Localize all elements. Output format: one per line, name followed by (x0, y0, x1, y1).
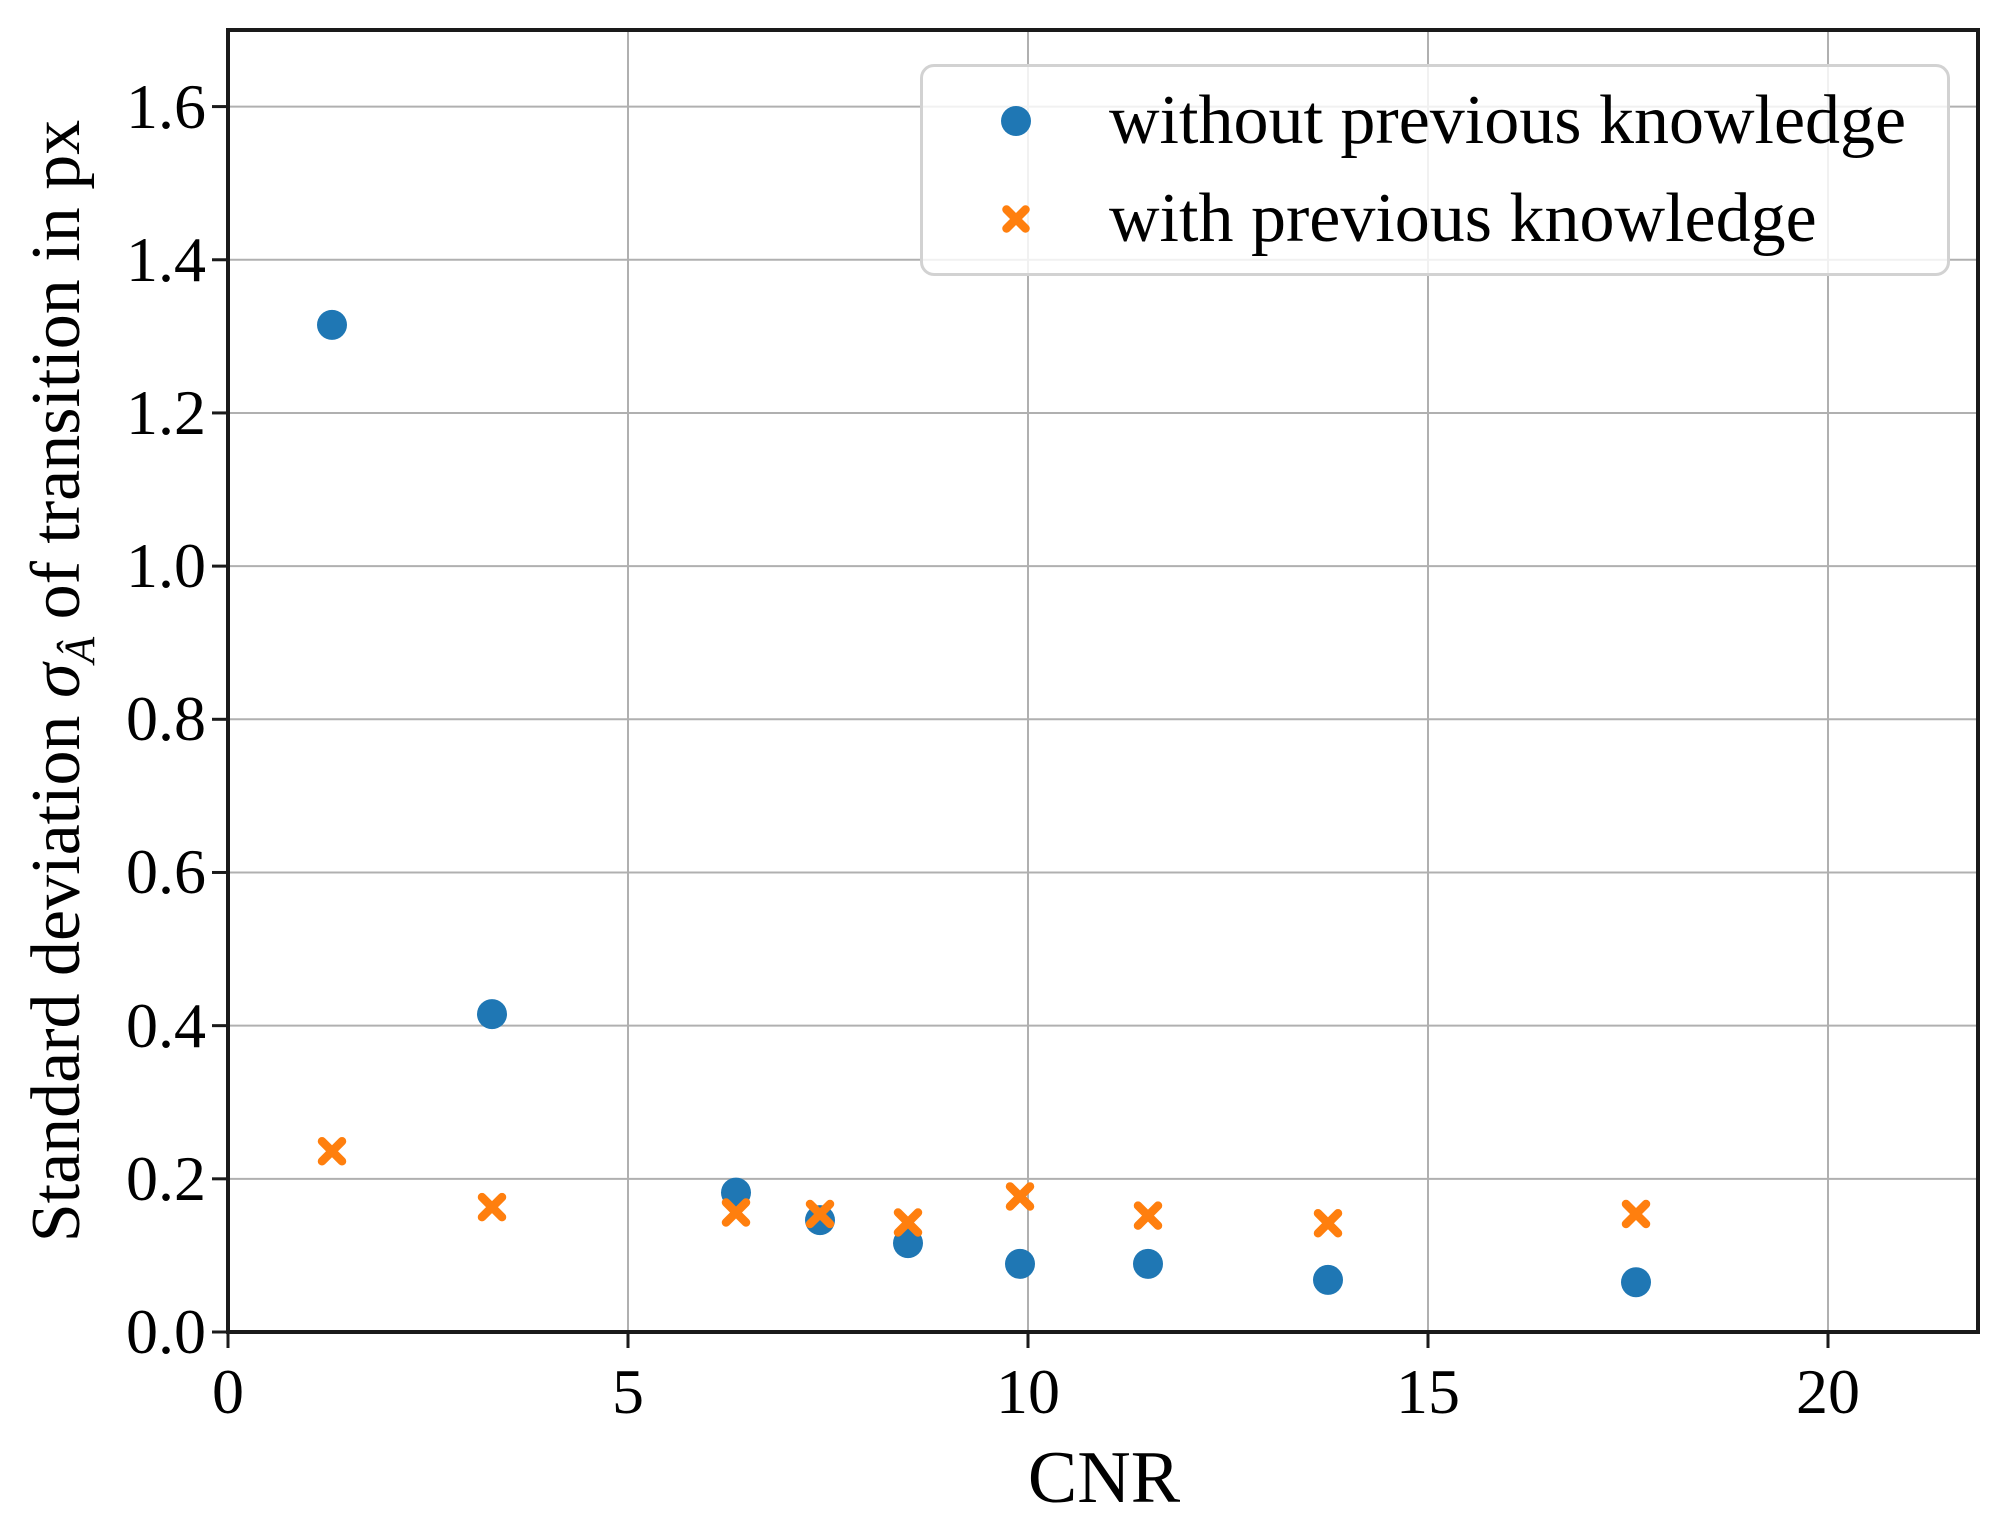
plot-border (226, 28, 1980, 1334)
data-point-circle (1133, 1248, 1163, 1279)
data-point-circle (317, 309, 347, 340)
x-tick-label: 15 (1396, 1356, 1460, 1427)
sigma-symbol: σ (18, 663, 95, 698)
x-tick-label: 10 (996, 1356, 1060, 1427)
data-point-x (1621, 1199, 1651, 1229)
x-tick-label: 0 (212, 1356, 244, 1427)
y-tick-label: 0.2 (126, 1142, 206, 1214)
x-tick-label: 20 (1796, 1356, 1860, 1427)
y-tick-label: 0.8 (126, 683, 206, 755)
y-tick-label: 0.6 (126, 836, 206, 908)
data-point-circle (1005, 1248, 1035, 1279)
data-point-x (1133, 1201, 1163, 1230)
y-tick-label: 1.6 (126, 70, 206, 142)
x-tick-label: 5 (612, 1356, 644, 1427)
y-tick-label: 1.4 (126, 223, 206, 295)
circle-marker-icon (923, 106, 1109, 136)
sigma-subscript: Â (56, 636, 104, 664)
data-point-x (1313, 1208, 1343, 1238)
legend-item-with-previous-knowledge: with previous knowledge (923, 170, 1947, 268)
y-axis-label-prefix: Standard deviation (18, 697, 95, 1243)
y-tick-label: 1.2 (126, 376, 206, 448)
y-axis-label: Standard deviation σÂ of transition in p… (17, 119, 104, 1243)
data-point-x (721, 1198, 751, 1227)
y-tick-label: 0.4 (126, 989, 206, 1061)
legend-label: without previous knowledge (1109, 82, 1907, 159)
series-circles (317, 309, 1651, 1298)
tick-marks (212, 105, 1830, 1348)
data-point-x (805, 1199, 835, 1229)
legend-item-without-previous-knowledge: without previous knowledge (923, 72, 1947, 170)
x-axis-label: CNR (1027, 1437, 1181, 1519)
data-point-x (893, 1208, 923, 1237)
data-point-x (1005, 1182, 1035, 1211)
series-crosses (317, 1137, 1651, 1238)
y-axis-label-suffix: of transition in px (18, 119, 95, 637)
data-point-x (317, 1137, 347, 1166)
legend: without previous knowledge with previous… (920, 64, 1950, 276)
legend-label: with previous knowledge (1109, 180, 1817, 257)
data-point-circle (477, 999, 507, 1030)
data-point-circle (1621, 1267, 1651, 1298)
data-point-x (477, 1192, 507, 1222)
data-point-circle (1313, 1264, 1343, 1295)
data-point-circle (805, 1205, 835, 1236)
y-tick-label: 1.0 (126, 530, 206, 602)
x-marker-icon (923, 202, 1109, 236)
y-tick-label: 0.0 (126, 1296, 206, 1367)
